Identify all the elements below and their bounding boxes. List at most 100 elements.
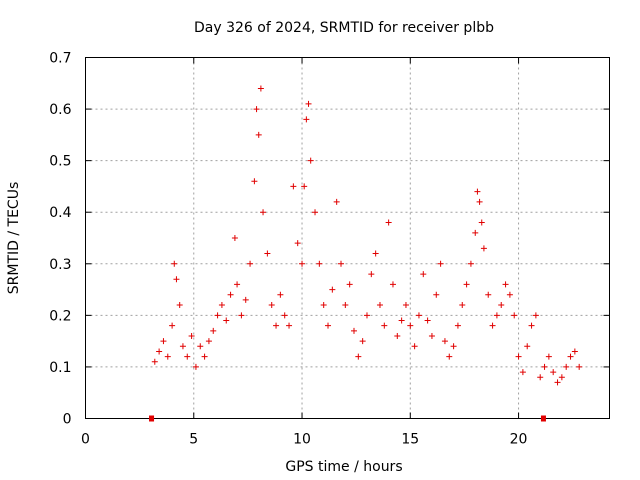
data-point	[176, 302, 183, 309]
data-point	[299, 260, 306, 267]
data-point	[242, 296, 249, 303]
data-point	[247, 260, 254, 267]
data-point	[476, 198, 483, 205]
data-point	[394, 332, 401, 339]
data-point	[273, 322, 280, 329]
data-point	[231, 235, 238, 241]
grid-lines	[85, 57, 610, 419]
data-point	[411, 343, 418, 350]
data-point	[251, 178, 258, 185]
data-point	[350, 327, 357, 334]
y-tick-label: 0	[63, 412, 72, 428]
data-point	[528, 322, 535, 329]
data-point	[519, 369, 526, 376]
data-point	[342, 302, 349, 309]
data-point	[286, 322, 293, 329]
data-point	[454, 322, 461, 329]
data-point	[260, 209, 267, 216]
data-point	[524, 343, 531, 350]
y-tick-label: 0.1	[49, 360, 71, 376]
data-point	[441, 338, 448, 345]
data-point	[402, 302, 409, 309]
data-point	[428, 332, 435, 339]
y-tick-label: 0.2	[49, 308, 71, 324]
x-tick-label: 10	[293, 432, 311, 448]
data-point	[257, 85, 264, 92]
data-point	[398, 317, 405, 324]
baseline-marker	[540, 415, 546, 422]
data-point	[238, 312, 245, 319]
data-point	[268, 302, 275, 309]
data-point	[515, 353, 522, 360]
data-point	[171, 260, 178, 267]
data-point	[301, 183, 308, 190]
data-point	[201, 353, 208, 360]
data-point	[485, 291, 492, 298]
data-point	[567, 353, 574, 360]
data-point	[227, 291, 234, 298]
y-tick-label: 0.6	[49, 102, 71, 118]
data-point	[550, 369, 557, 376]
data-point	[478, 219, 485, 226]
data-point	[294, 240, 301, 247]
data-point	[433, 291, 440, 298]
data-point	[164, 353, 171, 360]
data-point	[446, 353, 453, 360]
data-point	[554, 379, 561, 386]
x-tick-label: 0	[81, 432, 90, 448]
data-point	[281, 312, 288, 319]
x-axis-label: GPS time / hours	[285, 459, 402, 475]
data-point	[532, 312, 539, 319]
data-point	[277, 291, 284, 298]
data-point	[376, 302, 383, 309]
data-point	[511, 312, 518, 319]
data-point	[214, 312, 221, 319]
data-point	[372, 250, 379, 257]
data-point	[320, 302, 327, 309]
data-point	[415, 312, 422, 319]
data-point	[420, 271, 427, 278]
data-point	[576, 363, 583, 370]
data-point	[407, 322, 414, 329]
data-point	[234, 281, 241, 288]
data-point	[493, 312, 500, 319]
data-point	[160, 338, 167, 345]
tick-labels: 0 0.1 0.2 0.3 0.4 0.5 0.6 0.7 0 5 10 15 20	[49, 51, 527, 448]
data-point	[541, 363, 548, 370]
y-tick-label: 0.7	[49, 51, 71, 67]
data-point	[264, 250, 271, 257]
data-point	[467, 260, 474, 267]
data-point	[169, 322, 176, 329]
data-point	[472, 229, 479, 236]
data-point	[545, 353, 552, 360]
y-tick-label: 0.5	[49, 154, 71, 170]
data-point	[151, 358, 158, 365]
data-point	[305, 100, 312, 107]
data-point	[312, 209, 319, 216]
data-point	[333, 198, 340, 205]
data-point	[184, 353, 191, 360]
baseline-markers	[149, 415, 546, 422]
data-point	[197, 343, 204, 350]
data-point	[188, 332, 195, 339]
data-point	[355, 353, 362, 360]
data-point	[502, 281, 509, 288]
data-point	[210, 327, 217, 334]
chart-title: Day 326 of 2024, SRMTID for receiver plb…	[194, 20, 494, 36]
data-point	[179, 343, 186, 350]
data-point	[389, 281, 396, 288]
x-tick-label: 15	[401, 432, 419, 448]
data-series	[151, 85, 583, 386]
data-point	[385, 219, 392, 226]
data-point	[459, 302, 466, 309]
y-tick-label: 0.3	[49, 257, 71, 273]
data-point	[450, 343, 457, 350]
data-point	[363, 312, 370, 319]
x-tick-label: 20	[510, 432, 528, 448]
x-tick-label: 5	[189, 432, 198, 448]
data-point	[437, 260, 444, 267]
data-point	[537, 374, 544, 381]
data-point	[558, 374, 565, 381]
data-point	[223, 317, 230, 324]
